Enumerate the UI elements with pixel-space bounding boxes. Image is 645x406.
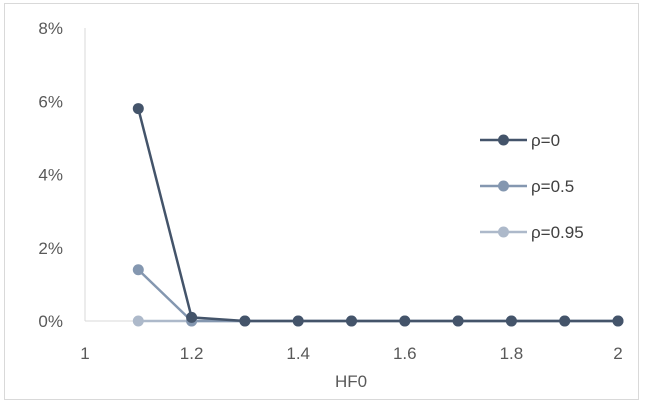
- legend: ρ=0 ρ=0.5 ρ=0.95: [480, 131, 584, 242]
- data-point: [132, 103, 144, 115]
- x-tick-label: 1.6: [393, 344, 417, 363]
- chart-frame: [4, 3, 639, 400]
- data-point: [346, 315, 357, 327]
- y-tick-label: 2%: [38, 239, 63, 258]
- data-point: [399, 315, 411, 327]
- legend-label: ρ=0.5: [531, 177, 574, 196]
- data-point: [612, 315, 624, 327]
- data-point: [505, 315, 517, 327]
- data-point: [559, 315, 571, 327]
- data-point: [132, 315, 144, 327]
- data-point: [239, 315, 251, 327]
- data-point: [292, 315, 304, 327]
- x-tick-label: 1.8: [500, 344, 524, 363]
- series-line: [137, 268, 618, 323]
- x-tick-label: 2: [613, 344, 622, 363]
- y-tick-label: 0%: [38, 312, 63, 331]
- legend-label: ρ=0.95: [531, 223, 584, 242]
- legend-marker: [498, 226, 509, 238]
- series-line: [137, 108, 618, 323]
- data-point: [132, 264, 144, 276]
- x-tick-label: 1.4: [286, 344, 310, 363]
- data-point: [452, 315, 464, 327]
- y-tick-label: 4%: [38, 166, 63, 185]
- data-point: [186, 311, 198, 323]
- x-tick-label: 1: [80, 344, 89, 363]
- legend-marker: [498, 134, 509, 146]
- legend-label: ρ=0: [531, 131, 560, 150]
- plot-area: [132, 103, 624, 327]
- legend-marker: [498, 180, 509, 192]
- x-axis-title: HF0: [335, 372, 367, 391]
- y-tick-label: 8%: [38, 19, 63, 38]
- x-tick-label: 1.2: [180, 344, 204, 363]
- y-tick-label: 6%: [38, 92, 63, 111]
